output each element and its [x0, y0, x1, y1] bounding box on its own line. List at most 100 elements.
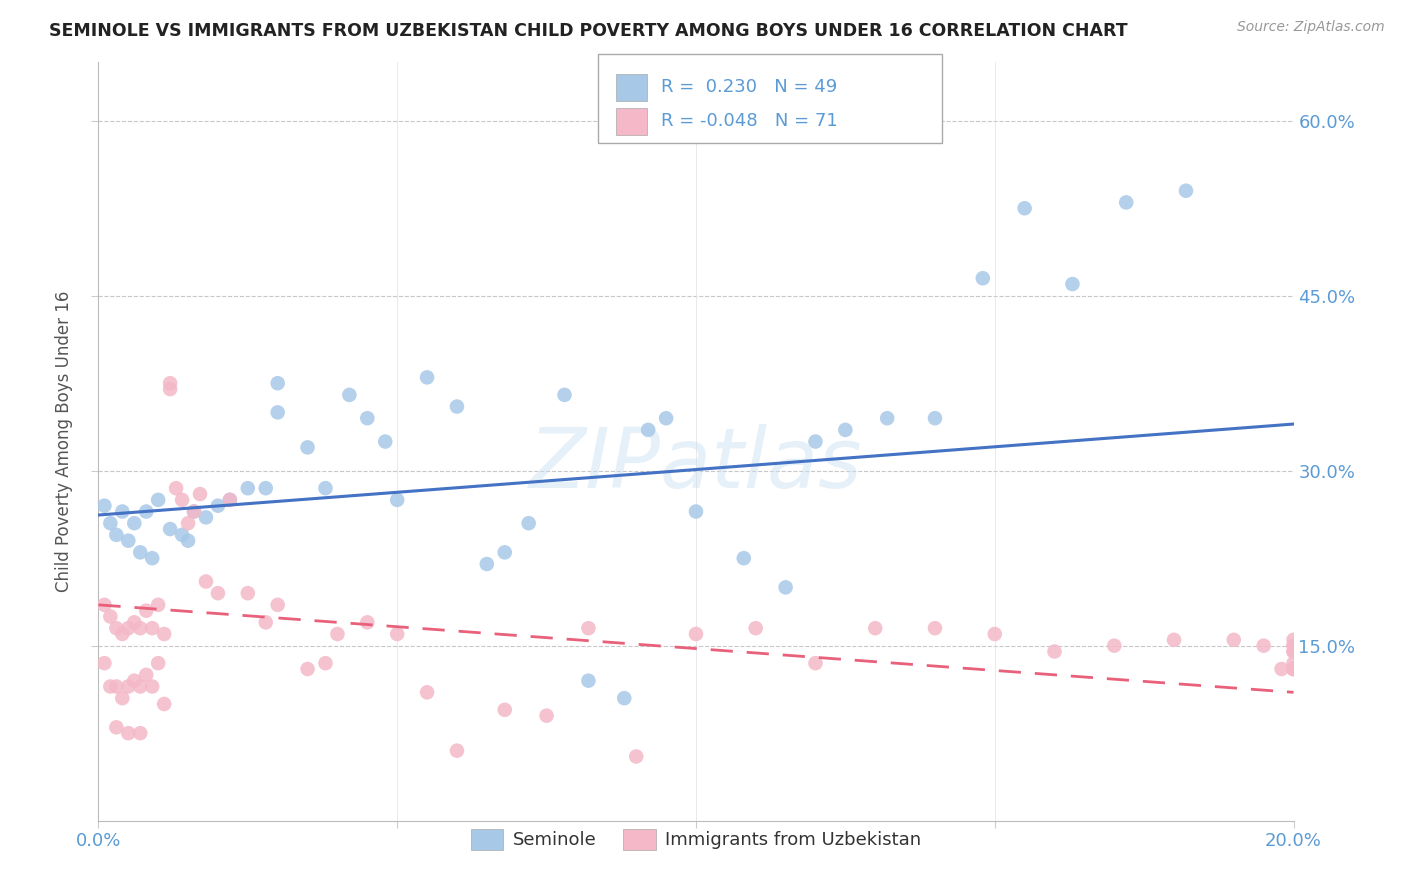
Point: [117, 621, 139, 635]
Point: [984, 627, 1007, 641]
Point: [195, 510, 218, 524]
Point: [267, 376, 290, 391]
Point: [98, 516, 122, 531]
Point: [93, 598, 115, 612]
Legend: Seminole, Immigrants from Uzbekistan: Seminole, Immigrants from Uzbekistan: [464, 822, 928, 857]
Point: [105, 528, 128, 542]
Point: [924, 411, 946, 425]
Point: [315, 656, 337, 670]
Point: [124, 615, 146, 630]
Point: [578, 621, 600, 635]
Point: [135, 504, 157, 518]
Point: [98, 680, 122, 694]
Point: [775, 580, 797, 594]
Point: [475, 557, 498, 571]
Point: [554, 388, 576, 402]
Point: [865, 621, 887, 635]
Point: [446, 400, 468, 414]
Text: R = -0.048   N = 71: R = -0.048 N = 71: [661, 112, 838, 130]
Point: [105, 720, 128, 734]
Point: [1282, 644, 1305, 658]
Point: [578, 673, 600, 688]
Point: [129, 545, 152, 559]
Point: [637, 423, 659, 437]
Point: [141, 680, 163, 694]
Text: Source: ZipAtlas.com: Source: ZipAtlas.com: [1237, 20, 1385, 34]
Point: [834, 423, 856, 437]
Point: [236, 481, 259, 495]
Point: [1282, 662, 1305, 676]
Point: [339, 388, 361, 402]
Point: [494, 545, 516, 559]
Point: [494, 703, 516, 717]
Point: [1014, 201, 1036, 215]
Point: [219, 492, 242, 507]
Point: [141, 551, 163, 566]
Point: [98, 609, 122, 624]
Point: [626, 749, 648, 764]
Point: [1282, 662, 1305, 676]
Point: [385, 627, 409, 641]
Point: [183, 504, 205, 518]
Point: [804, 434, 827, 449]
Point: [177, 516, 200, 531]
Point: [1271, 662, 1294, 676]
Point: [1282, 656, 1305, 670]
Point: [733, 551, 755, 566]
Point: [972, 271, 994, 285]
Point: [207, 586, 229, 600]
Point: [111, 691, 134, 706]
Point: [685, 627, 707, 641]
Point: [655, 411, 678, 425]
Y-axis label: Child Poverty Among Boys Under 16: Child Poverty Among Boys Under 16: [55, 291, 73, 592]
Point: [124, 673, 146, 688]
Point: [148, 492, 170, 507]
Point: [219, 492, 242, 507]
Point: [297, 662, 319, 676]
Point: [1282, 639, 1305, 653]
Point: [135, 604, 157, 618]
Point: [93, 499, 115, 513]
Point: [613, 691, 636, 706]
Point: [385, 492, 409, 507]
Point: [93, 656, 115, 670]
Point: [105, 621, 128, 635]
Point: [1282, 639, 1305, 653]
Point: [117, 533, 139, 548]
Point: [416, 685, 439, 699]
Point: [1043, 644, 1066, 658]
Text: SEMINOLE VS IMMIGRANTS FROM UZBEKISTAN CHILD POVERTY AMONG BOYS UNDER 16 CORRELA: SEMINOLE VS IMMIGRANTS FROM UZBEKISTAN C…: [49, 22, 1128, 40]
Point: [159, 382, 181, 396]
Point: [804, 656, 827, 670]
Point: [153, 627, 176, 641]
Point: [148, 656, 170, 670]
Point: [111, 627, 134, 641]
Point: [1115, 195, 1137, 210]
Point: [356, 615, 378, 630]
Point: [148, 598, 170, 612]
Point: [326, 627, 349, 641]
Point: [236, 586, 259, 600]
Point: [1175, 184, 1198, 198]
Point: [117, 726, 139, 740]
Text: ZIPatlas: ZIPatlas: [529, 424, 863, 505]
Point: [153, 697, 176, 711]
Point: [924, 621, 946, 635]
Text: R =  0.230   N = 49: R = 0.230 N = 49: [661, 78, 837, 96]
Point: [356, 411, 378, 425]
Point: [111, 504, 134, 518]
Point: [183, 504, 205, 518]
Point: [1253, 639, 1275, 653]
Point: [267, 405, 290, 419]
Point: [374, 434, 396, 449]
Point: [1163, 632, 1185, 647]
Point: [315, 481, 337, 495]
Point: [172, 492, 194, 507]
Point: [117, 680, 139, 694]
Point: [1062, 277, 1084, 291]
Point: [129, 621, 152, 635]
Point: [207, 499, 229, 513]
Point: [254, 615, 277, 630]
Point: [129, 680, 152, 694]
Point: [685, 504, 707, 518]
